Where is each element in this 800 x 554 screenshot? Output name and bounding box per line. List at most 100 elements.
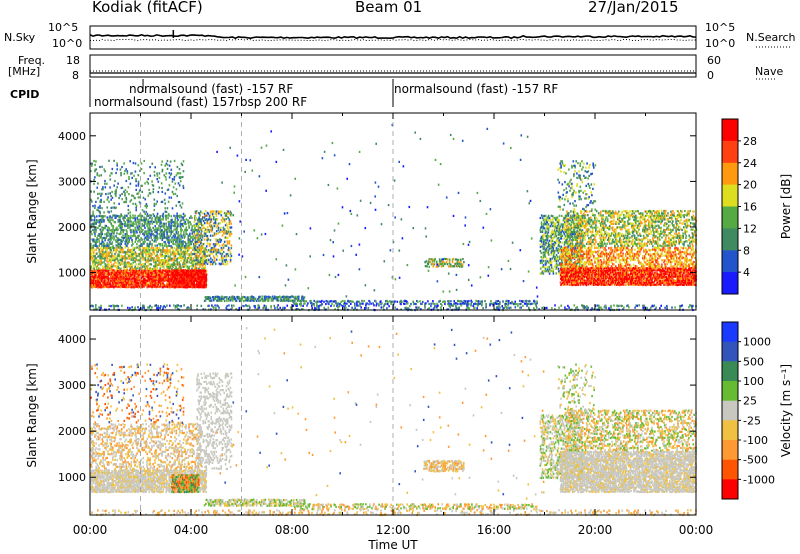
power-cell	[156, 256, 158, 259]
power-cell	[583, 283, 586, 286]
power-cell	[434, 258, 436, 261]
power-cell	[584, 279, 587, 282]
power-cell	[130, 274, 132, 277]
power-cell	[105, 246, 107, 249]
power-cell	[227, 246, 230, 249]
power-cell	[153, 253, 156, 256]
power-cell	[568, 275, 570, 279]
power-cell	[225, 232, 228, 235]
power-cell	[175, 277, 178, 281]
power-cell	[521, 300, 523, 303]
power-cell	[99, 192, 101, 195]
power-cell	[175, 231, 178, 234]
power-cell	[189, 242, 191, 246]
power-cell	[224, 263, 227, 266]
power-cell	[99, 269, 101, 272]
power-cell	[144, 182, 146, 185]
power-cell	[190, 240, 192, 243]
power-cell	[127, 246, 130, 249]
power-cell	[141, 283, 143, 286]
power-cell	[101, 220, 103, 223]
power-cell	[138, 225, 140, 228]
power-cell	[550, 232, 553, 235]
power-cell	[581, 239, 584, 242]
power-cell	[165, 162, 168, 165]
power-cell	[206, 262, 209, 265]
power-cell	[186, 229, 188, 232]
power-cell	[229, 252, 232, 255]
power-cell	[148, 259, 150, 262]
power-cell	[192, 286, 194, 289]
power-cell	[124, 246, 126, 249]
power-cell	[164, 202, 166, 205]
power-cell	[133, 223, 135, 226]
power-cell	[129, 160, 131, 163]
power-cell	[550, 241, 553, 244]
power-cell	[579, 269, 581, 272]
power-cell	[316, 300, 318, 303]
power-cell	[179, 246, 181, 250]
power-cell	[121, 282, 123, 285]
power-cell	[558, 241, 561, 244]
power-cell	[143, 257, 146, 260]
nsearch-label: N.Search	[746, 31, 796, 44]
power-cell	[550, 261, 553, 264]
power-cell	[147, 274, 149, 277]
power-cell	[96, 174, 99, 177]
power-cell	[125, 252, 127, 255]
power-cell	[204, 286, 206, 289]
power-cell	[186, 233, 188, 236]
power-cell	[181, 224, 183, 227]
power-cell	[93, 238, 95, 241]
power-cell	[171, 178, 174, 181]
power-cell	[533, 302, 535, 305]
power-cell	[182, 283, 184, 286]
power-cell	[212, 297, 215, 300]
power-cell	[569, 279, 572, 282]
power-cell	[575, 281, 578, 284]
power-cell	[125, 256, 127, 259]
power-cell	[258, 295, 261, 298]
power-cell	[230, 247, 233, 250]
power-cell	[95, 239, 97, 242]
power-cell	[106, 285, 108, 288]
power-cell	[436, 302, 438, 305]
power-cell	[114, 221, 117, 224]
power-cell	[593, 269, 596, 272]
power-cell	[195, 265, 197, 268]
power-cell	[90, 279, 92, 282]
power-cell	[297, 299, 300, 302]
power-cell	[348, 300, 350, 304]
power-cell	[194, 218, 197, 221]
power-cell	[370, 302, 372, 305]
power-cell	[144, 251, 147, 254]
power-cell	[300, 300, 302, 303]
power-cell	[174, 225, 176, 228]
power-cell	[182, 274, 184, 277]
power-cell	[93, 273, 95, 276]
power-cell	[113, 236, 115, 239]
power-cell	[132, 247, 134, 250]
power-cell	[192, 230, 194, 233]
power-cell	[100, 269, 102, 272]
power-cell	[535, 303, 537, 306]
power-cell	[399, 300, 401, 303]
power-cell	[118, 224, 120, 227]
power-cell	[167, 286, 169, 289]
power-cell	[431, 260, 434, 263]
power-cell	[213, 296, 216, 299]
power-cell	[184, 214, 186, 217]
power-cell	[125, 269, 127, 272]
power-cell	[540, 226, 543, 229]
power-cell	[203, 299, 206, 302]
power-cell	[577, 273, 579, 276]
power-cell	[118, 285, 120, 288]
power-cell	[154, 225, 156, 228]
power-cell	[122, 270, 124, 273]
power-cell	[170, 168, 173, 171]
power-cell	[290, 295, 293, 298]
power-cell	[216, 224, 219, 227]
power-cell	[139, 246, 141, 249]
power-cell	[460, 300, 462, 303]
power-cell	[229, 259, 232, 262]
